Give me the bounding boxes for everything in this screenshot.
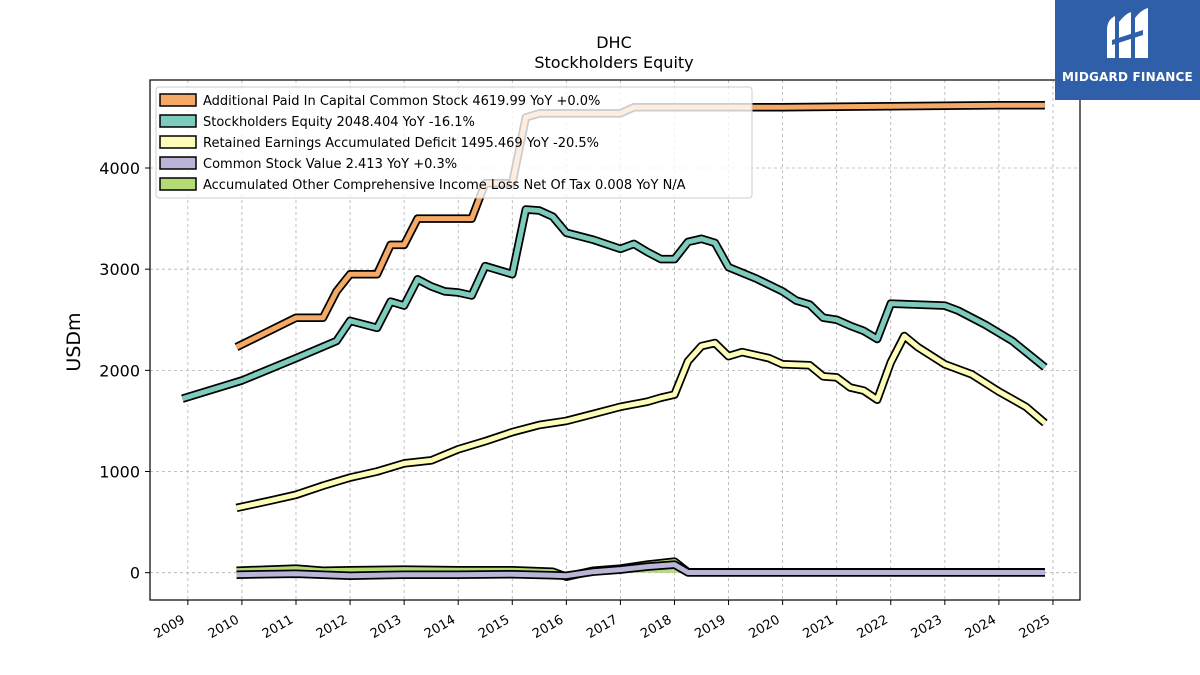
- legend-label: Stockholders Equity 2048.404 YoY -16.1%: [203, 115, 475, 130]
- chart-title: DHC: [596, 33, 632, 52]
- brand-name: MIDGARD FINANCE: [1062, 70, 1193, 84]
- x-tick-label: 2013: [368, 612, 404, 642]
- y-tick-label: 3000: [99, 260, 140, 279]
- y-axis-label: USDm: [63, 312, 85, 371]
- legend-label: Accumulated Other Comprehensive Income L…: [203, 178, 686, 193]
- x-axis: 2009 2010 2011 2012 2013 2014 2015 2016 2017 2018…: [152, 600, 1054, 642]
- brand-logo-icon: [1107, 8, 1148, 58]
- legend-label: Retained Earnings Accumulated Deficit 14…: [203, 136, 599, 151]
- legend-swatch: [159, 135, 197, 149]
- x-tick-label: 2020: [746, 612, 782, 642]
- x-tick-label: 2012: [314, 612, 350, 642]
- x-tick-label: 2017: [584, 612, 620, 642]
- plot-frame: [149, 79, 1081, 601]
- y-axis: 0 1000 2000 3000 4000: [99, 159, 150, 583]
- chart-subtitle: Stockholders Equity: [534, 53, 693, 72]
- x-tick-label: 2010: [206, 612, 242, 642]
- x-tick-label: 2014: [422, 612, 458, 642]
- y-tick-label: 2000: [99, 361, 140, 380]
- x-tick-label: 2025: [1017, 612, 1053, 642]
- legend: Additional Paid In Capital Common Stock …: [155, 86, 753, 199]
- legend-box: [155, 86, 753, 199]
- legend-label: Additional Paid In Capital Common Stock …: [203, 94, 600, 109]
- x-tick-label: 2015: [476, 612, 512, 642]
- brand-logo: MIDGARD FINANCE: [1055, 0, 1200, 100]
- legend-label: Common Stock Value 2.413 YoY +0.3%: [203, 157, 457, 172]
- x-tick-label: 2016: [530, 612, 566, 642]
- y-tick-label: 0: [130, 564, 140, 583]
- y-tick-label: 1000: [99, 463, 140, 482]
- x-tick-label: 2024: [963, 612, 999, 642]
- x-tick-label: 2009: [152, 612, 188, 642]
- series-lines: [181, 101, 1048, 581]
- x-tick-label: 2023: [909, 612, 945, 642]
- series-line-3: [236, 562, 1045, 579]
- legend-swatch: [159, 177, 197, 191]
- legend-swatch: [159, 93, 197, 107]
- legend-swatch: [159, 156, 197, 170]
- series-line-1: [181, 207, 1047, 402]
- x-tick-label: 2019: [692, 612, 728, 642]
- x-tick-label: 2022: [855, 612, 891, 642]
- series-line-2: [235, 333, 1047, 511]
- x-tick-label: 2018: [638, 612, 674, 642]
- x-tick-label: 2011: [260, 612, 296, 642]
- x-tick-label: 2021: [801, 612, 837, 642]
- y-tick-label: 4000: [99, 159, 140, 178]
- legend-swatch: [159, 114, 197, 128]
